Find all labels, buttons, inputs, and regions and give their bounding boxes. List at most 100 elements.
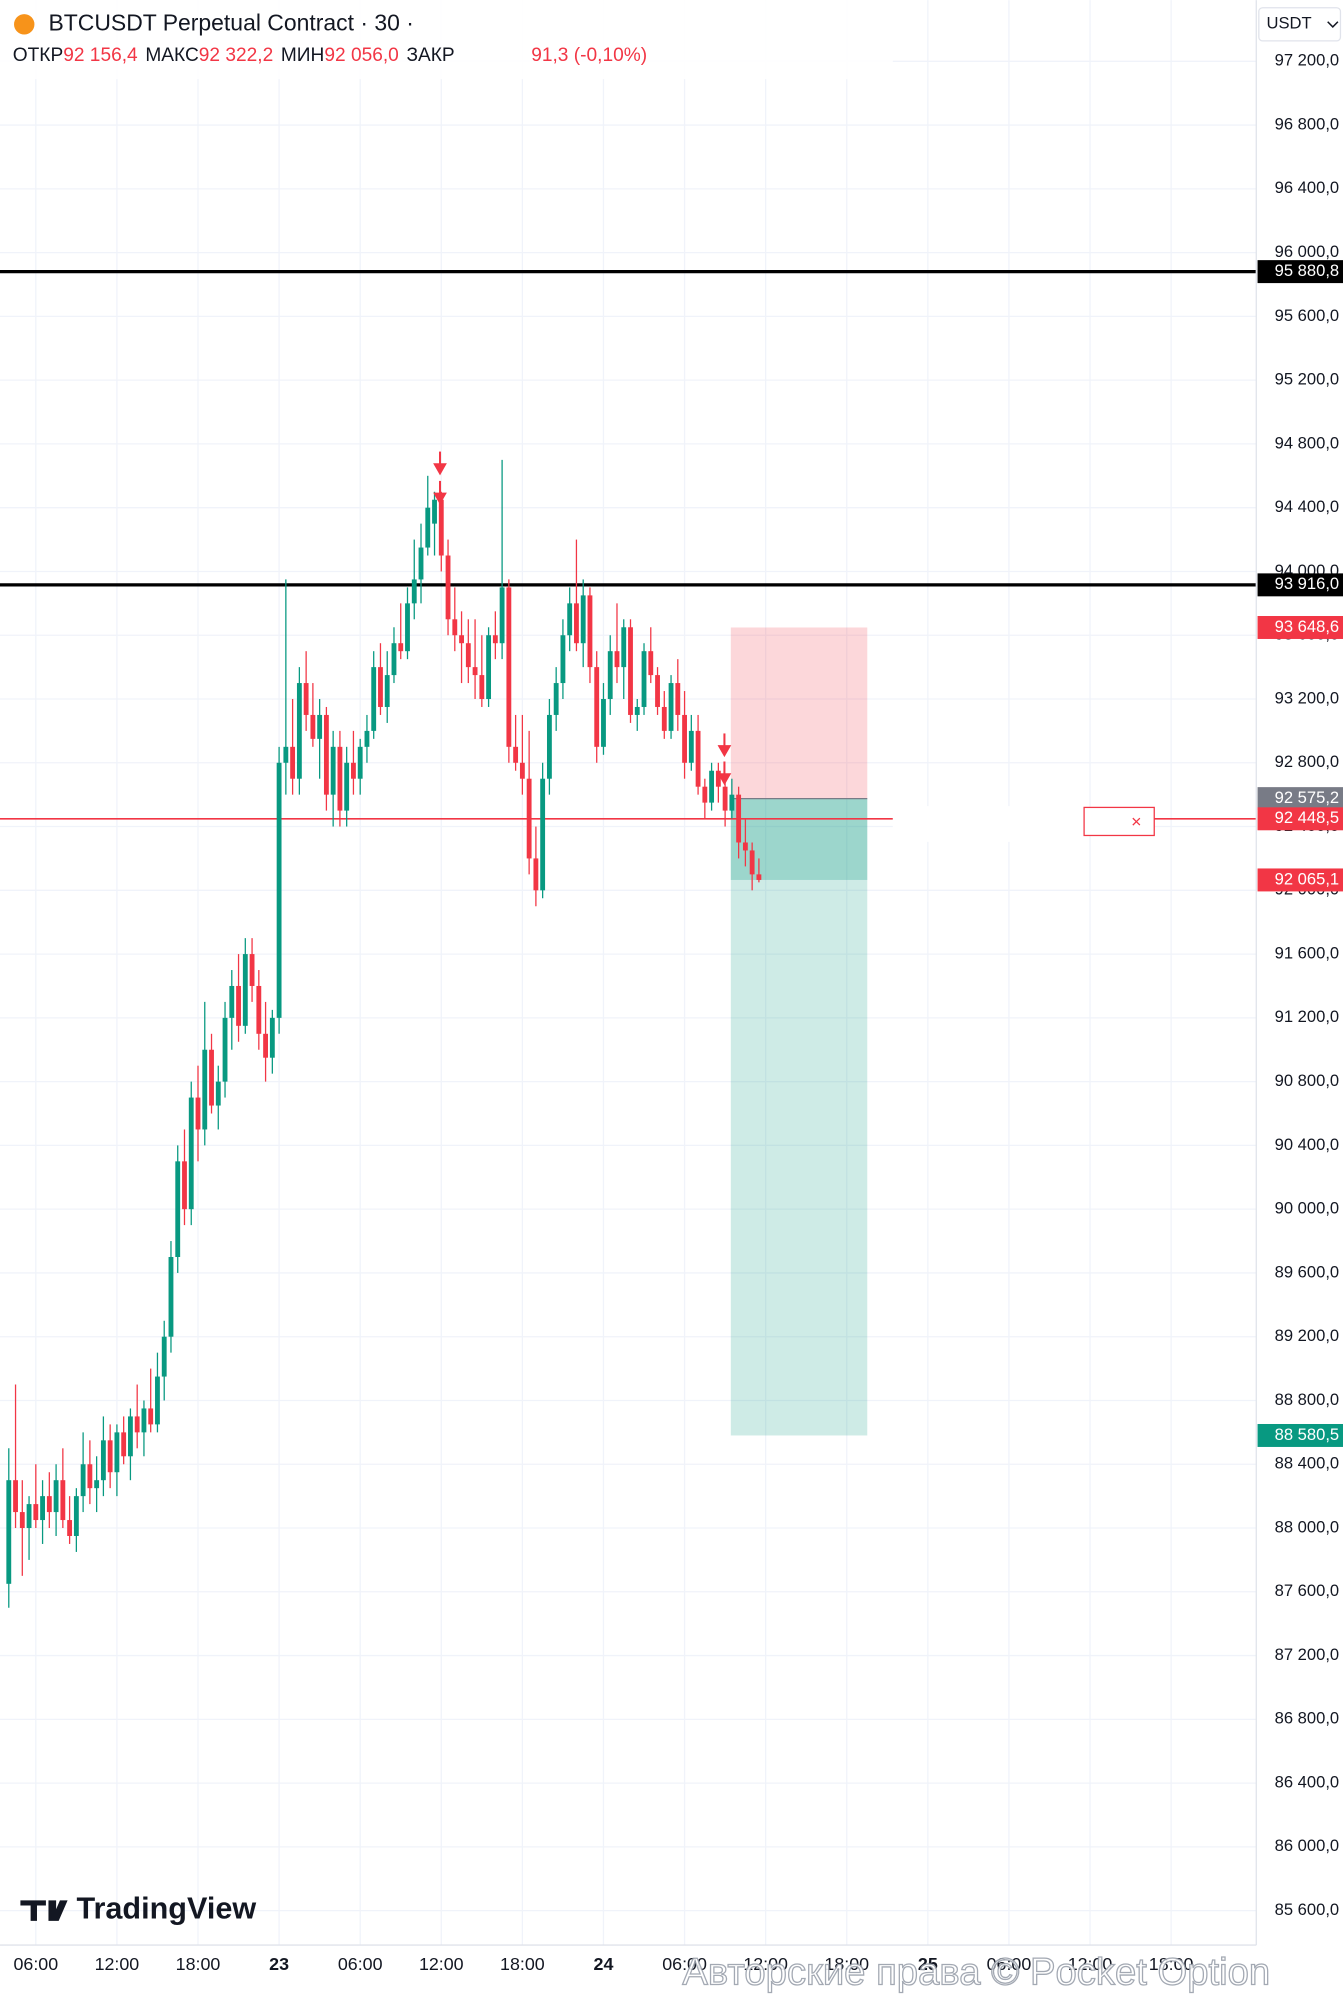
candle-body (249, 954, 255, 986)
candle-body (560, 635, 566, 684)
arrow-head (433, 492, 447, 505)
candle-body (736, 794, 742, 843)
candle-body (330, 746, 336, 795)
candle-body (499, 587, 505, 644)
close-icon[interactable]: × (1131, 811, 1141, 831)
candle-body (161, 1336, 167, 1377)
y-tick-label: 95 600,0 (1275, 306, 1340, 325)
candle-body (574, 603, 579, 644)
grid (0, 0, 1257, 1946)
candle-body (236, 985, 241, 1026)
price-badge-label: 92 575,2 (1275, 788, 1340, 807)
y-tick-label: 91 600,0 (1275, 943, 1340, 962)
position-zone (730, 627, 868, 799)
candle-body (628, 627, 633, 715)
y-tick-label: 86 800,0 (1275, 1709, 1340, 1728)
y-tick-label: 89 600,0 (1275, 1262, 1340, 1281)
candle-body (438, 499, 444, 556)
candle-body (492, 635, 498, 644)
candle-body (188, 1097, 194, 1210)
candle-body (215, 1081, 221, 1106)
y-tick-label: 94 800,0 (1275, 433, 1340, 452)
candle-body (114, 1432, 120, 1473)
candle-body (567, 603, 573, 636)
currency-select[interactable] (1258, 7, 1342, 42)
price-badge (1257, 807, 1343, 831)
candle-body (641, 651, 647, 707)
candle-body (46, 1496, 52, 1513)
candle-body (432, 499, 437, 524)
blurred-area (892, 806, 1085, 842)
candle-body (6, 1480, 12, 1584)
y-tick-label: 85 600,0 (1275, 1900, 1340, 1919)
x-tick-label: 18:00 (824, 1954, 869, 1974)
y-tick-label: 86 000,0 (1275, 1836, 1340, 1855)
y-tick-label: 87 200,0 (1275, 1645, 1340, 1664)
candle-body (486, 635, 492, 700)
candle-body (229, 985, 235, 1018)
candle-body (87, 1464, 93, 1489)
price-badge-label: 93 648,6 (1275, 617, 1340, 636)
candle-body (607, 651, 613, 700)
price-badge-label: 88 580,5 (1275, 1425, 1340, 1444)
position-zones (730, 627, 868, 1436)
x-tick-label: 12:00 (419, 1954, 464, 1974)
candle-body (378, 667, 383, 707)
y-tick-label: 90 400,0 (1275, 1135, 1340, 1154)
candle-body (526, 778, 532, 859)
candle-body (283, 746, 289, 763)
candle-body (742, 842, 748, 851)
candle-body (19, 1512, 25, 1529)
candle-body (749, 850, 755, 875)
ohlc-value: 92 156,4 (63, 45, 138, 66)
ohlc-value: 92 322,2 (199, 45, 273, 66)
candle-body (398, 643, 404, 652)
candle-body (256, 985, 262, 1034)
order-control[interactable] (1083, 806, 1155, 837)
candle-body (648, 651, 654, 676)
price-badge-label: 92 065,1 (1275, 869, 1340, 888)
x-tick-label: 06:00 (13, 1954, 58, 1974)
candle-body (655, 675, 660, 707)
candle-body (222, 1017, 228, 1082)
candle-body (688, 730, 694, 763)
y-tick-label: 93 200,0 (1275, 688, 1340, 707)
y-tick-label: 92 800,0 (1275, 752, 1340, 771)
candle-body (668, 683, 674, 731)
y-tick-label: 91 200,0 (1275, 1007, 1340, 1026)
symbol-icon (14, 14, 35, 35)
candle-body (148, 1408, 154, 1425)
candle-body (459, 635, 464, 644)
ohlc-line: ОТКР92 156,4 МАКС92 322,2 МИН92 056,0 ЗАКР 9… (13, 45, 647, 66)
header-bg (0, 0, 893, 80)
logo: TradingView (77, 1892, 257, 1926)
candle-body (405, 603, 410, 652)
x-axis: 06:00 12:00 18:00 23 06:00 12:00 18:00 24 06:00 1… (13, 1954, 1193, 1974)
candle-body (141, 1408, 147, 1433)
candle-body (60, 1480, 66, 1521)
candle-body (519, 762, 525, 779)
y-tick-label: 88 400,0 (1275, 1454, 1340, 1473)
candle-body (445, 555, 451, 620)
candle-body (53, 1480, 59, 1513)
price-badge (1257, 573, 1343, 597)
candle-body (601, 699, 606, 747)
arrow-head (717, 745, 732, 758)
candle-body (202, 1049, 208, 1130)
x-tick-label: 12:00 (95, 1954, 140, 1974)
arrow-head (717, 773, 732, 786)
candle-body (425, 507, 431, 548)
candle-body (100, 1440, 106, 1481)
y-tick-label: 95 200,0 (1275, 370, 1340, 389)
candle-body (263, 1033, 269, 1058)
candle-body (40, 1496, 45, 1521)
candle-body (391, 643, 397, 676)
candle-body (67, 1520, 73, 1536)
currency[interactable]: USDT (1266, 14, 1311, 33)
candle-body (303, 683, 309, 715)
candle-body (634, 706, 640, 715)
x-tick-label: 12:00 (1068, 1954, 1113, 1974)
